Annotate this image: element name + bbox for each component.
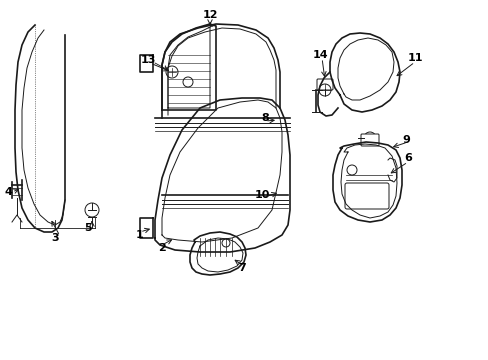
Text: 3: 3 <box>51 233 59 243</box>
Text: 10: 10 <box>254 190 269 200</box>
Text: 8: 8 <box>261 113 268 123</box>
Text: 14: 14 <box>311 50 327 60</box>
Text: 12: 12 <box>202 10 217 20</box>
Text: 13: 13 <box>140 55 155 65</box>
Text: 9: 9 <box>401 135 409 145</box>
FancyBboxPatch shape <box>345 183 388 209</box>
Text: 4: 4 <box>4 187 12 197</box>
Text: 6: 6 <box>403 153 411 163</box>
FancyBboxPatch shape <box>316 79 332 90</box>
Text: 2: 2 <box>158 243 165 253</box>
Text: 5: 5 <box>84 223 92 233</box>
Text: 1: 1 <box>136 230 143 240</box>
Text: 11: 11 <box>407 53 422 63</box>
Text: 7: 7 <box>238 263 245 273</box>
FancyBboxPatch shape <box>360 134 378 146</box>
